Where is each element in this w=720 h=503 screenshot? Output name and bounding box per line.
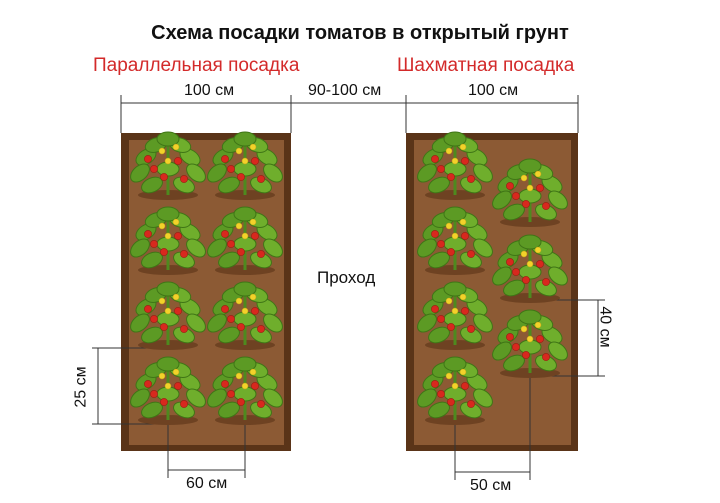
tomato-plant: [417, 356, 493, 425]
tomato-plant: [207, 131, 283, 200]
tomato-plant: [492, 234, 568, 303]
aisle-label: Проход: [317, 268, 376, 287]
tomato-plant: [130, 356, 206, 425]
tomato-plant: [207, 206, 283, 275]
tomato-plant: [492, 158, 568, 227]
left-bed-width-label: 100 см: [184, 82, 235, 99]
tomato-plant: [130, 131, 206, 200]
tomato-plant: [207, 356, 283, 425]
right-row-spacing-label: 40 см: [596, 306, 614, 348]
tomato-plants: [130, 131, 568, 425]
left-plant-spacing-label: 60 см: [186, 475, 228, 492]
right-plant-spacing-label: 50 см: [470, 477, 512, 494]
right-bed-width-label: 100 см: [468, 82, 519, 99]
top-dimension-lines: [120, 95, 579, 133]
left-row-spacing-label: 25 см: [72, 366, 90, 408]
tomato-plant: [130, 281, 206, 350]
tomato-plant: [207, 281, 283, 350]
diagram-title: Схема посадки томатов в открытый грунт: [151, 22, 569, 44]
parallel-planting-label: Параллельная посадка: [93, 55, 300, 76]
staggered-planting-label: Шахматная посадка: [397, 55, 575, 76]
tomato-plant: [130, 206, 206, 275]
tomato-plant: [417, 281, 493, 350]
tomato-plant: [417, 131, 493, 200]
tomato-plant: [417, 206, 493, 275]
tomato-plant: [492, 309, 568, 378]
gap-width-label: 90-100 см: [308, 82, 382, 99]
